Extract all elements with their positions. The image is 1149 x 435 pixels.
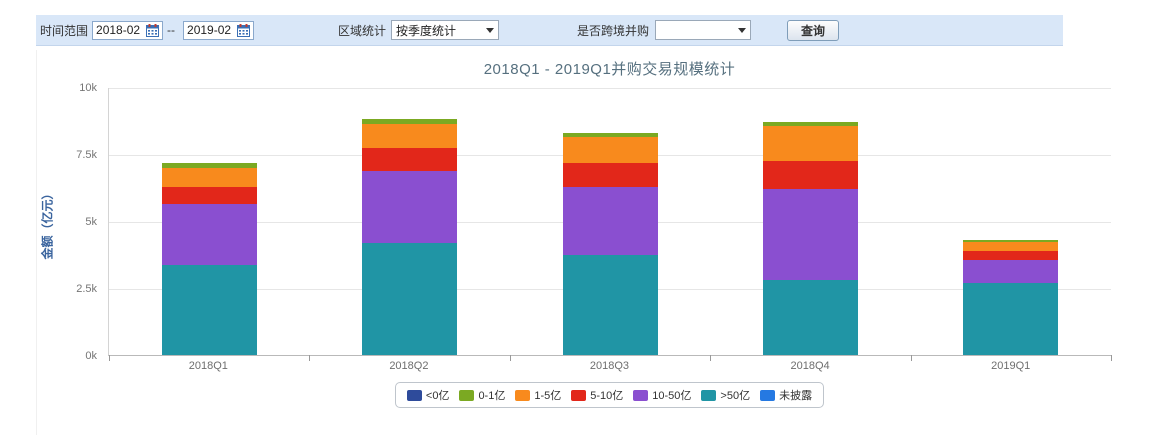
legend-label: 未披露 (779, 390, 813, 402)
bar-segment->50亿 (362, 242, 458, 355)
bar-column (710, 88, 910, 355)
legend-label: <0亿 (425, 390, 450, 402)
bar-segment-0-1亿 (963, 239, 1059, 242)
bar-segment-5-10亿 (362, 148, 458, 171)
stacked-bar-2018Q4 (762, 121, 858, 355)
legend: <0亿 0-1亿 1-5亿 5-10亿 10-50亿 >50亿 未披露 (108, 382, 1111, 408)
x-tick-label: 2018Q2 (389, 360, 429, 372)
time-range-label: 时间范围 (40, 23, 89, 38)
bar-segment-0-1亿 (161, 163, 257, 169)
legend-swatch (459, 389, 475, 401)
legend-label: 0-1亿 (478, 390, 506, 402)
bar-segment-1-5亿 (562, 137, 658, 164)
date-from-field[interactable] (92, 20, 164, 40)
x-axis-tick (309, 355, 311, 361)
bar-column (309, 88, 509, 355)
bar-segment-1-5亿 (762, 126, 858, 161)
legend-item->50亿[interactable]: >50亿 (701, 387, 750, 403)
bar-column (510, 88, 710, 355)
legend-swatch (571, 389, 587, 401)
bar-segment-10-50亿 (963, 260, 1059, 283)
plot-area (108, 88, 1112, 361)
legend-swatch (515, 389, 531, 401)
bar-segment->50亿 (963, 282, 1059, 355)
crossborder-select[interactable] (655, 20, 752, 40)
bar-segment-0-1亿 (562, 133, 658, 138)
legend-item-未披露[interactable]: 未披露 (760, 387, 812, 403)
bar-segment-0-1亿 (362, 119, 458, 125)
stacked-bar-2018Q3 (562, 133, 658, 355)
y-tick-label: 2.5k (76, 283, 97, 295)
date-to-field[interactable] (183, 20, 255, 40)
bar-segment-10-50亿 (362, 170, 458, 243)
chevron-down-icon (738, 27, 747, 33)
legend-item-<0亿[interactable]: <0亿 (406, 387, 450, 403)
chevron-down-icon (486, 27, 495, 33)
query-button[interactable]: 查询 (787, 19, 840, 41)
x-tick-label: 2018Q4 (790, 360, 830, 372)
x-axis-tick (710, 355, 712, 361)
bar-segment-5-10亿 (963, 251, 1059, 261)
bar-segment-0-1亿 (762, 121, 858, 127)
y-tick-label: 0k (85, 350, 97, 362)
bar-segment-1-5亿 (362, 124, 458, 149)
legend-swatch (760, 389, 776, 401)
x-axis-labels: 2018Q1 2018Q2 2018Q3 2018Q4 2019Q1 (108, 360, 1111, 372)
legend-item-10-50亿[interactable]: 10-50亿 (633, 387, 691, 403)
crossborder-label: 是否跨境并购 (577, 23, 650, 38)
y-tick-label: 5k (85, 216, 97, 228)
legend-item-1-5亿[interactable]: 1-5亿 (515, 387, 561, 403)
x-tick-label: 2018Q1 (188, 360, 228, 372)
bar-segment-10-50亿 (562, 186, 658, 256)
stacked-bar-2019Q1 (963, 239, 1059, 355)
bar-segment-1-5亿 (963, 241, 1059, 252)
x-axis-tick (109, 355, 110, 361)
legend-swatch (701, 389, 717, 401)
calendar-icon[interactable] (237, 23, 251, 37)
filter-toolbar: 时间范围 -- (36, 15, 1063, 46)
bar-segment-1-5亿 (161, 168, 257, 188)
legend-label: 1-5亿 (534, 390, 562, 402)
legend-item-5-10亿[interactable]: 5-10亿 (571, 387, 623, 403)
bar-segment->50亿 (161, 265, 257, 355)
y-tick-label: 10k (79, 82, 97, 94)
legend-label: 10-50亿 (652, 390, 692, 402)
region-stat-select-value: 按季度统计 (396, 23, 457, 38)
y-axis-tick-labels: 0k 2.5k 5k 7.5k 10k (37, 82, 103, 362)
chart-title: 2018Q1 - 2019Q1并购交易规模统计 (483, 61, 736, 78)
legend-swatch (633, 389, 649, 401)
x-tick-label: 2018Q3 (589, 360, 630, 372)
stacked-bar-2018Q1 (161, 163, 257, 355)
gridline (109, 88, 1111, 89)
x-axis-tick (509, 355, 511, 361)
bar-segment-5-10亿 (562, 163, 658, 187)
bar-segment-5-10亿 (161, 187, 257, 204)
date-to-input[interactable] (187, 23, 236, 37)
legend-label: 5-10亿 (590, 390, 624, 402)
date-separator: -- (167, 23, 176, 37)
legend-label: >50亿 (720, 390, 751, 402)
calendar-icon[interactable] (146, 23, 160, 37)
region-stat-select[interactable]: 按季度统计 (391, 20, 500, 40)
bar-segment-5-10亿 (762, 160, 858, 189)
bar-column (109, 88, 309, 355)
chart-panel: 2018Q1 - 2019Q1并购交易规模统计 金额（亿元） 0k 2.5k 5k 7… (36, 50, 1112, 435)
legend-item-0-1亿[interactable]: 0-1亿 (459, 387, 505, 403)
y-tick-label: 7.5k (76, 149, 97, 161)
bar-segment->50亿 (562, 255, 658, 355)
x-axis-tick (910, 355, 912, 361)
bar-segment->50亿 (762, 280, 858, 355)
bar-segment-10-50亿 (161, 203, 257, 266)
region-stat-label: 区域统计 (338, 23, 387, 38)
bars-container (109, 88, 1111, 355)
legend-swatch (406, 389, 422, 401)
legend-box: <0亿 0-1亿 1-5亿 5-10亿 10-50亿 >50亿 未披露 (394, 382, 825, 408)
stacked-bar-2018Q2 (362, 119, 458, 355)
bar-column (911, 88, 1111, 355)
x-axis-tick (1111, 355, 1112, 361)
date-from-input[interactable] (96, 23, 145, 37)
bar-segment-10-50亿 (762, 188, 858, 281)
x-tick-label: 2019Q1 (991, 360, 1031, 372)
